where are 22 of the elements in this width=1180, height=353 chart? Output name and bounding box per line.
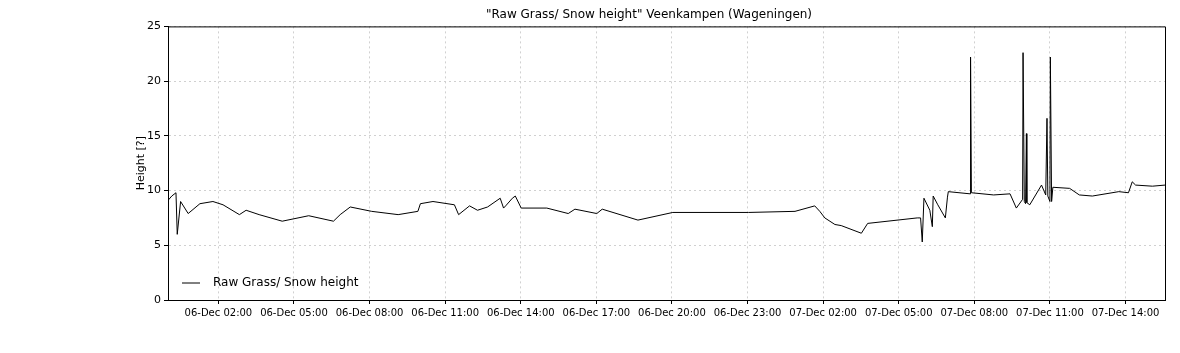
x-tick-label: 07-Dec 14:00	[1091, 306, 1160, 318]
y-tick-label: 15	[147, 128, 161, 142]
x-tick-label: 06-Dec 05:00	[260, 306, 328, 318]
x-tick-label: 06-Dec 23:00	[713, 306, 782, 318]
y-axis-title: Height [?]	[134, 136, 148, 191]
y-tick-label: 10	[147, 183, 161, 197]
x-tick-label: 07-Dec 02:00	[789, 306, 857, 318]
x-tick-label: 07-Dec 05:00	[864, 306, 933, 318]
x-tick-label: 06-Dec 17:00	[562, 306, 631, 318]
x-tick-label: 06-Dec 20:00	[638, 306, 706, 318]
y-tick-label: 0	[154, 292, 161, 306]
x-tick-label: 07-Dec 11:00	[1016, 306, 1084, 318]
x-tick-label: 06-Dec 08:00	[335, 306, 404, 318]
y-tick-label: 20	[147, 73, 161, 87]
x-tick-label: 06-Dec 11:00	[411, 306, 480, 318]
x-tick-label: 06-Dec 14:00	[486, 306, 555, 318]
y-tick-label: 25	[147, 19, 161, 33]
y-tick-label: 5	[154, 238, 161, 252]
chart-title: "Raw Grass/ Snow height" Veenkampen (Wageningen)	[485, 7, 813, 22]
x-tick-label: 07-Dec 08:00	[940, 306, 1009, 318]
legend-label: Raw Grass/ Snow height	[213, 275, 359, 290]
x-tick-label: 06-Dec 02:00	[184, 306, 253, 318]
